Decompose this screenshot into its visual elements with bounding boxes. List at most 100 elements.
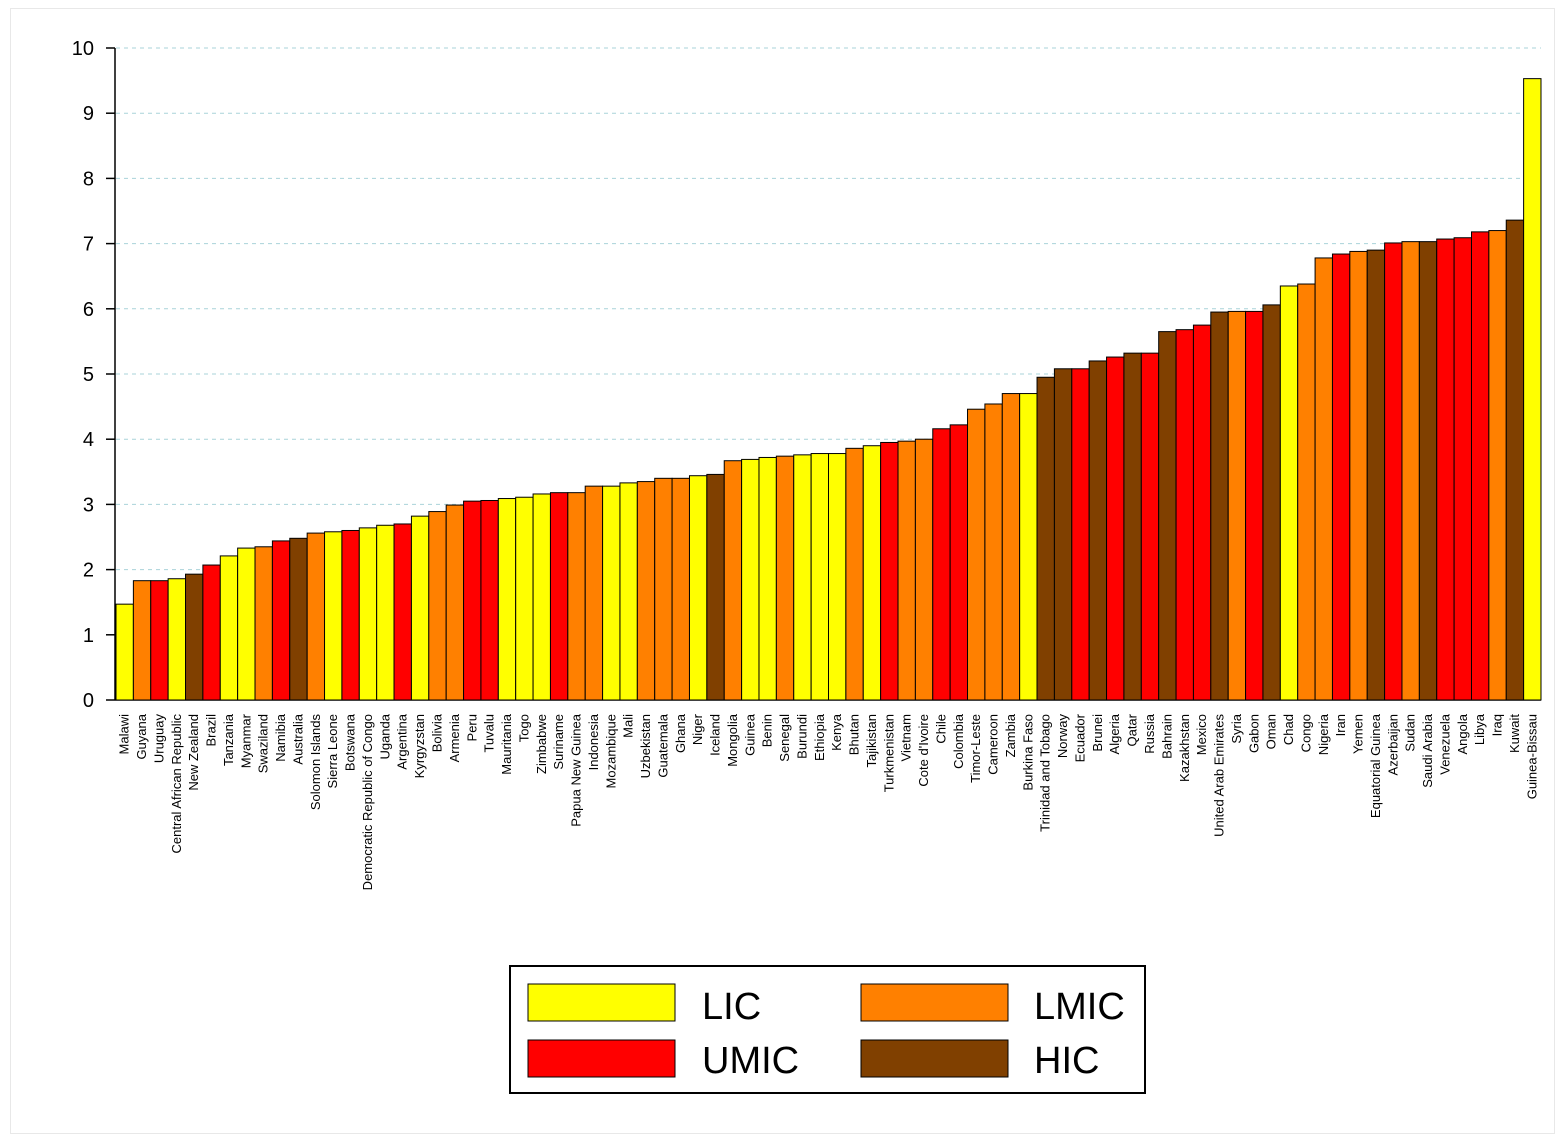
x-tick-label: Chile <box>933 714 948 744</box>
bar <box>688 475 708 701</box>
x-tick-label: Uganda <box>377 713 392 759</box>
x-tick-label: Qatar <box>1125 713 1140 746</box>
bar <box>1071 368 1090 701</box>
x-tick-label: Democratic Republic of Congo <box>360 714 375 890</box>
bar <box>1384 242 1403 701</box>
bar <box>1001 393 1021 701</box>
bar <box>828 453 847 701</box>
bar <box>497 498 517 701</box>
x-tick-label: Kuwait <box>1507 714 1522 753</box>
y-tick-label: 2 <box>83 560 94 582</box>
x-tick-label: Oman <box>1264 714 1279 749</box>
x-tick-label: Uruguay <box>151 714 166 764</box>
x-tick-label: Cote d'Ivoire <box>916 714 931 787</box>
x-tick-label: Bolivia <box>429 713 444 752</box>
x-tick-label: Turkmenistan <box>881 714 896 792</box>
x-tick-label: Burundi <box>794 714 809 759</box>
bar <box>654 477 673 701</box>
bar <box>1140 352 1160 701</box>
bar <box>1262 304 1281 701</box>
bar <box>428 511 447 701</box>
x-tick-label: Yemen <box>1351 714 1366 754</box>
bar <box>150 580 169 701</box>
bar <box>167 578 187 701</box>
bar <box>1488 230 1507 701</box>
x-tick-label: Trinidad and Tobago <box>1038 714 1053 832</box>
y-tick-label: 7 <box>83 234 94 256</box>
bar <box>1036 376 1055 701</box>
x-tick-label: Syria <box>1229 713 1244 743</box>
bar <box>1210 311 1229 701</box>
x-tick-label: Guyana <box>134 713 149 759</box>
legend-label-hic: HIC <box>1034 1040 1099 1082</box>
x-tick-label: New Zealand <box>186 714 201 791</box>
bar <box>619 482 638 701</box>
x-tick-label: Ethiopia <box>812 713 827 761</box>
bar <box>1297 283 1316 701</box>
bar <box>219 555 239 701</box>
bar <box>810 453 829 701</box>
x-tick-label: Benin <box>760 714 775 747</box>
bar <box>1245 310 1264 701</box>
y-tick-label: 10 <box>72 38 94 60</box>
y-tick-label: 9 <box>83 103 94 125</box>
x-tick-label: Congo <box>1298 714 1313 752</box>
x-tick-label: Papua New Guinea <box>569 713 584 827</box>
bar <box>880 441 899 701</box>
x-tick-label: United Arab Emirates <box>1212 714 1227 837</box>
x-tick-label: Armenia <box>447 713 462 762</box>
x-tick-label: Colombia <box>951 713 966 769</box>
x-tick-label: Saudi Arabia <box>1420 713 1435 787</box>
bar <box>1505 219 1525 701</box>
bar <box>341 529 360 701</box>
x-tick-label: Gabon <box>1246 714 1261 753</box>
bar <box>202 564 221 701</box>
bar <box>1470 231 1490 701</box>
bar <box>132 580 152 701</box>
bar <box>845 447 864 701</box>
bar <box>914 438 934 701</box>
bar <box>1436 238 1455 701</box>
x-tick-label: Iraq <box>1490 714 1505 736</box>
x-tick-label: Solomon Islands <box>308 714 323 811</box>
bar <box>584 485 604 701</box>
x-tick-label: Zambia <box>1003 713 1018 757</box>
bar <box>1123 352 1142 701</box>
bar <box>1523 78 1542 701</box>
x-tick-label: Burkina Faso <box>1020 714 1035 791</box>
bar <box>741 458 760 701</box>
x-tick-label: Mexico <box>1194 714 1209 755</box>
x-tick-label: Senegal <box>777 714 792 762</box>
x-tick-label: Namibia <box>273 713 288 761</box>
y-tick-label: 5 <box>83 364 94 386</box>
x-tick-label: Mongolia <box>725 713 740 767</box>
x-tick-label: Ecuador <box>1072 713 1087 762</box>
legend-label-umic: UMIC <box>702 1040 799 1082</box>
x-tick-label: Central African Republic <box>169 714 184 854</box>
x-tick-label: Cameroon <box>986 714 1001 775</box>
bar <box>897 440 916 701</box>
bar <box>324 531 343 701</box>
legend-label-lic: LIC <box>702 986 761 1028</box>
bar <box>602 485 621 701</box>
bar <box>463 500 482 701</box>
x-tick-label: Suriname <box>551 714 566 770</box>
x-tick-label: Sudan <box>1403 714 1418 752</box>
x-tick-label: Guinea-Bissau <box>1524 714 1539 799</box>
bar <box>445 504 465 701</box>
x-tick-label: Niger <box>690 713 705 745</box>
bar <box>532 493 551 701</box>
bar <box>1418 241 1438 701</box>
legend-swatch-lmic <box>860 983 1009 1022</box>
x-tick-label: Kyrgyzstan <box>412 714 427 778</box>
x-tick-label: Guatemala <box>655 713 670 777</box>
bar <box>1331 253 1351 701</box>
bar <box>480 499 499 701</box>
bar <box>254 546 273 701</box>
bar <box>115 603 134 701</box>
x-tick-label: Togo <box>516 714 531 742</box>
y-tick-label: 3 <box>83 494 94 516</box>
bar <box>306 532 326 701</box>
x-tick-label: Azerbaijan <box>1385 714 1400 775</box>
